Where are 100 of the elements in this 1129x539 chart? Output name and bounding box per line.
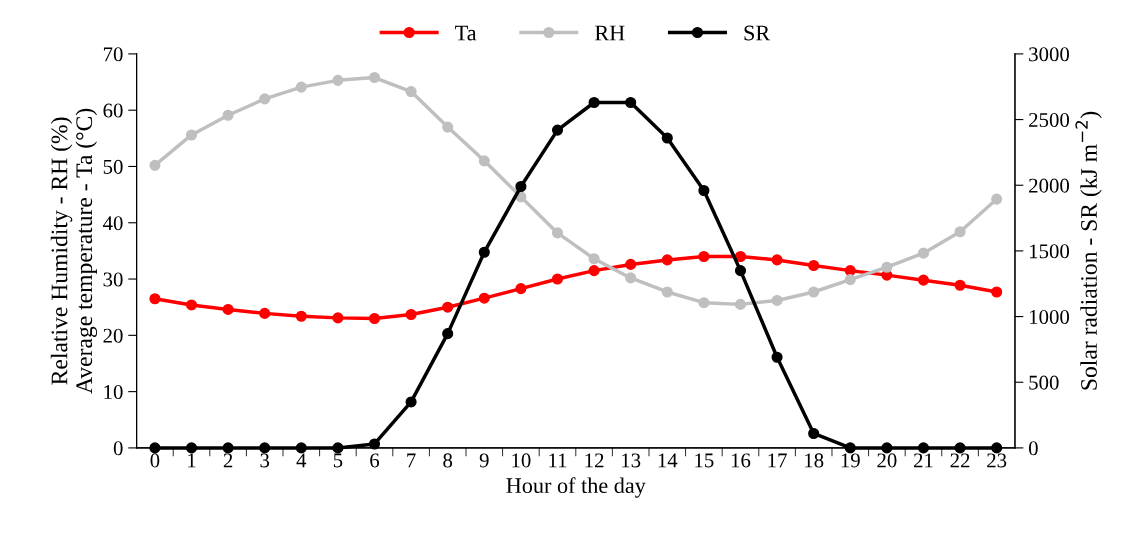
point [478, 292, 490, 304]
point [368, 312, 381, 325]
point [368, 438, 381, 450]
point [222, 109, 234, 121]
point [771, 254, 783, 266]
point [954, 279, 966, 291]
y2-tick-label: 1000 [1030, 309, 1070, 325]
point [259, 93, 271, 105]
point [588, 265, 600, 277]
x-tick-label: 11 [549, 453, 567, 468]
point [295, 81, 307, 93]
x-tick-label: 9 [479, 453, 489, 468]
point [844, 274, 856, 286]
x-axis-title: Hour of the day [506, 477, 646, 498]
point [149, 159, 161, 171]
point [368, 71, 381, 84]
point [551, 227, 564, 239]
x-tick-label: 12 [585, 453, 604, 468]
point [917, 274, 930, 286]
point [551, 273, 564, 285]
x-tick-label: 10 [512, 453, 531, 468]
point [515, 180, 527, 193]
point [954, 442, 966, 454]
x-tick-label: 2 [223, 453, 233, 468]
y-tick-label: 10 [104, 385, 123, 400]
point [442, 121, 454, 133]
point [808, 259, 820, 272]
x-tick-label: 7 [407, 453, 416, 468]
y-tick-label: 30 [103, 272, 123, 287]
x-tick-label: 15 [695, 453, 714, 468]
y2-axis-title: Solar radiation - SR (kJ m$^{−2}$) [1075, 111, 1102, 390]
x-tick-label: 18 [805, 453, 824, 468]
point [332, 74, 344, 86]
point [551, 124, 564, 136]
y-tick-label: 50 [103, 159, 123, 174]
point [442, 301, 454, 313]
point [515, 283, 527, 295]
x-tick-label: 4 [296, 453, 307, 468]
x-tick-label: 14 [658, 453, 678, 468]
point [917, 247, 930, 259]
point [222, 303, 234, 315]
legend-label: Ta [455, 25, 477, 41]
y2-tick-label: 0 [1028, 441, 1038, 456]
y2-tick-label: 500 [1029, 375, 1059, 390]
point [588, 96, 600, 109]
x-tick-label: 20 [877, 453, 897, 468]
y2-tick-label: 3000 [1029, 47, 1070, 62]
point [259, 442, 271, 454]
point [991, 286, 1003, 298]
point [991, 193, 1003, 205]
point [771, 294, 783, 306]
point [332, 442, 344, 454]
x-tick-label: 19 [841, 453, 860, 468]
point [625, 258, 637, 270]
point [844, 442, 856, 454]
y-tick-label: 20 [103, 328, 123, 343]
point [478, 246, 490, 258]
point [991, 442, 1003, 454]
y-tick-label: 60 [103, 103, 123, 118]
point [185, 129, 198, 141]
x-tick-label: 22 [950, 453, 970, 468]
point [808, 427, 820, 440]
point [625, 96, 637, 109]
point [442, 328, 454, 340]
x-tick-label: 0 [150, 453, 160, 468]
point [625, 272, 637, 284]
point [954, 226, 966, 238]
point [734, 298, 747, 310]
point [734, 265, 747, 277]
point [698, 250, 710, 263]
point [295, 310, 307, 322]
point [808, 286, 820, 298]
y2-tick-label: 1500 [1030, 244, 1070, 259]
point [661, 254, 673, 266]
point [405, 396, 417, 408]
y-tick-label: 0 [113, 441, 123, 456]
y-axis-title: Relative Humidity - RH (%) Average temperature - Ta (°C) [50, 108, 98, 394]
point [661, 286, 673, 298]
point [295, 442, 307, 454]
point [259, 307, 271, 319]
legend-label: RH [595, 25, 625, 41]
point [698, 297, 710, 309]
point [478, 155, 490, 167]
point [588, 253, 600, 265]
x-tick-label: 6 [370, 453, 380, 468]
point [881, 442, 893, 454]
point [332, 312, 344, 324]
point [149, 442, 161, 454]
point [149, 293, 161, 305]
point [222, 442, 234, 454]
x-tick-label: 23 [987, 453, 1007, 468]
x-tick-label: 16 [731, 453, 751, 468]
x-tick-label: 5 [333, 453, 343, 468]
y-tick-label: 70 [103, 47, 123, 62]
x-tick-label: 8 [443, 453, 453, 468]
y-tick-label: 40 [102, 216, 123, 231]
x-tick-label: 21 [913, 453, 933, 468]
point [185, 299, 198, 311]
point [405, 308, 417, 321]
point [771, 351, 783, 363]
